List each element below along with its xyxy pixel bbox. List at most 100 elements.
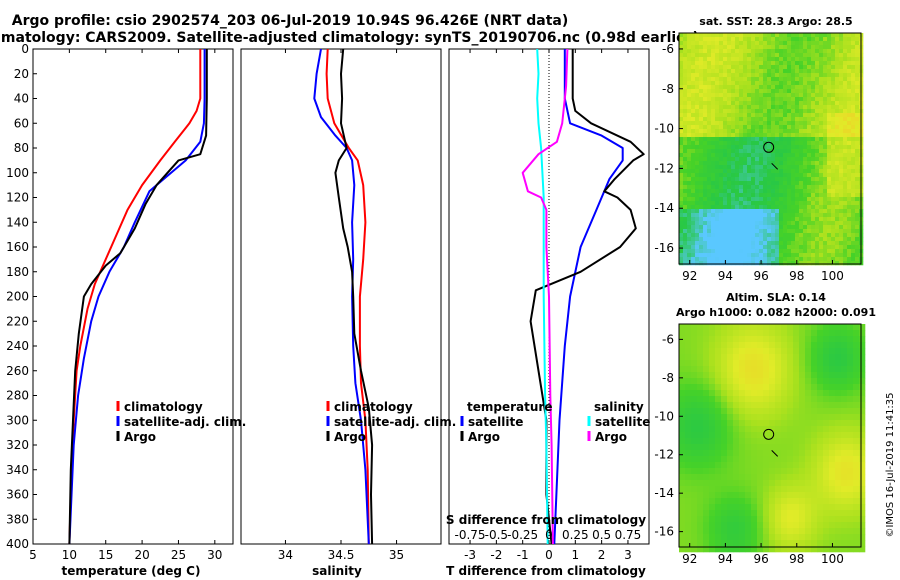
heat-cell xyxy=(731,49,736,54)
heat-cell xyxy=(733,528,740,535)
heat-cell xyxy=(839,261,844,266)
heat-cell xyxy=(787,77,792,82)
heat-cell xyxy=(739,330,746,337)
heat-cell xyxy=(847,510,854,517)
heat-cell xyxy=(727,217,732,222)
heat-cell xyxy=(735,101,740,106)
heat-cell xyxy=(703,253,708,258)
heat-cell xyxy=(711,53,716,58)
heat-cell xyxy=(779,189,784,194)
heat-cell xyxy=(723,233,728,238)
heat-cell xyxy=(703,261,708,266)
heat-cell xyxy=(743,217,748,222)
heat-cell xyxy=(775,534,782,541)
heat-cell xyxy=(715,546,722,553)
heat-cell xyxy=(791,81,796,86)
heat-cell xyxy=(763,354,770,361)
heat-cell xyxy=(707,89,712,94)
heat-cell xyxy=(767,109,772,114)
heat-cell xyxy=(757,390,764,397)
heat-cell xyxy=(853,480,860,487)
heat-cell xyxy=(847,33,852,38)
heat-cell xyxy=(819,69,824,74)
heat-cell xyxy=(799,129,804,134)
heat-cell xyxy=(799,261,804,266)
heat-cell xyxy=(823,117,828,122)
heat-cell xyxy=(843,69,848,74)
heat-cell xyxy=(747,237,752,242)
heat-cell xyxy=(853,390,860,397)
heat-cell xyxy=(831,33,836,38)
heat-cell xyxy=(759,101,764,106)
heat-cell xyxy=(687,121,692,126)
heat-cell xyxy=(819,117,824,122)
heat-cell xyxy=(851,201,856,206)
heat-cell xyxy=(751,73,756,78)
heat-cell xyxy=(707,53,712,58)
heat-cell xyxy=(731,125,736,130)
heat-cell xyxy=(819,65,824,70)
heat-cell xyxy=(793,324,800,331)
heat-cell xyxy=(851,193,856,198)
heat-cell xyxy=(739,546,746,553)
heat-cell xyxy=(707,49,712,54)
heat-cell xyxy=(827,173,832,178)
heat-cell xyxy=(811,113,816,118)
heat-cell xyxy=(745,516,752,523)
heat-cell xyxy=(823,41,828,46)
heat-cell xyxy=(783,233,788,238)
heat-cell xyxy=(735,109,740,114)
heat-cell xyxy=(733,408,740,415)
heat-cell xyxy=(709,360,716,367)
heat-cell xyxy=(757,432,764,439)
heat-cell xyxy=(679,157,684,162)
heat-cell xyxy=(839,141,844,146)
heat-cell xyxy=(855,153,860,158)
heat-cell xyxy=(841,432,848,439)
heat-cell xyxy=(855,81,860,86)
heat-cell xyxy=(763,73,768,78)
heat-cell xyxy=(827,213,832,218)
heat-cell xyxy=(719,169,724,174)
heat-cell xyxy=(787,169,792,174)
heat-cell xyxy=(819,177,824,182)
heat-cell xyxy=(811,450,818,457)
heat-cell xyxy=(847,105,852,110)
heat-cell xyxy=(763,342,770,349)
heat-cell xyxy=(697,396,704,403)
heat-cell xyxy=(743,209,748,214)
heat-cell xyxy=(807,253,812,258)
heat-cell xyxy=(735,125,740,130)
heat-cell xyxy=(763,480,770,487)
heat-cell xyxy=(779,41,784,46)
heat-cell xyxy=(815,105,820,110)
heat-cell xyxy=(775,125,780,130)
heat-cell xyxy=(811,165,816,170)
heat-cell xyxy=(735,161,740,166)
heat-cell xyxy=(859,420,866,427)
s-diff-tick-label: 0 xyxy=(545,528,553,542)
heat-cell xyxy=(739,209,744,214)
heat-cell xyxy=(811,197,816,202)
heat-cell xyxy=(683,65,688,70)
heat-cell xyxy=(775,378,782,385)
heat-cell xyxy=(699,149,704,154)
heat-cell xyxy=(775,396,782,403)
heat-cell xyxy=(711,77,716,82)
heat-cell xyxy=(683,205,688,210)
heat-cell xyxy=(747,249,752,254)
heat-cell xyxy=(723,197,728,202)
heat-cell xyxy=(799,117,804,122)
heat-cell xyxy=(739,105,744,110)
heat-cell xyxy=(763,444,770,451)
heat-cell xyxy=(679,486,686,493)
heat-cell xyxy=(851,121,856,126)
heat-cell xyxy=(843,221,848,226)
heat-cell xyxy=(769,468,776,475)
heat-cell xyxy=(679,510,686,517)
heat-cell xyxy=(691,249,696,254)
heat-cell xyxy=(735,157,740,162)
heat-cell xyxy=(743,169,748,174)
heat-cell xyxy=(855,241,860,246)
heat-cell xyxy=(745,420,752,427)
